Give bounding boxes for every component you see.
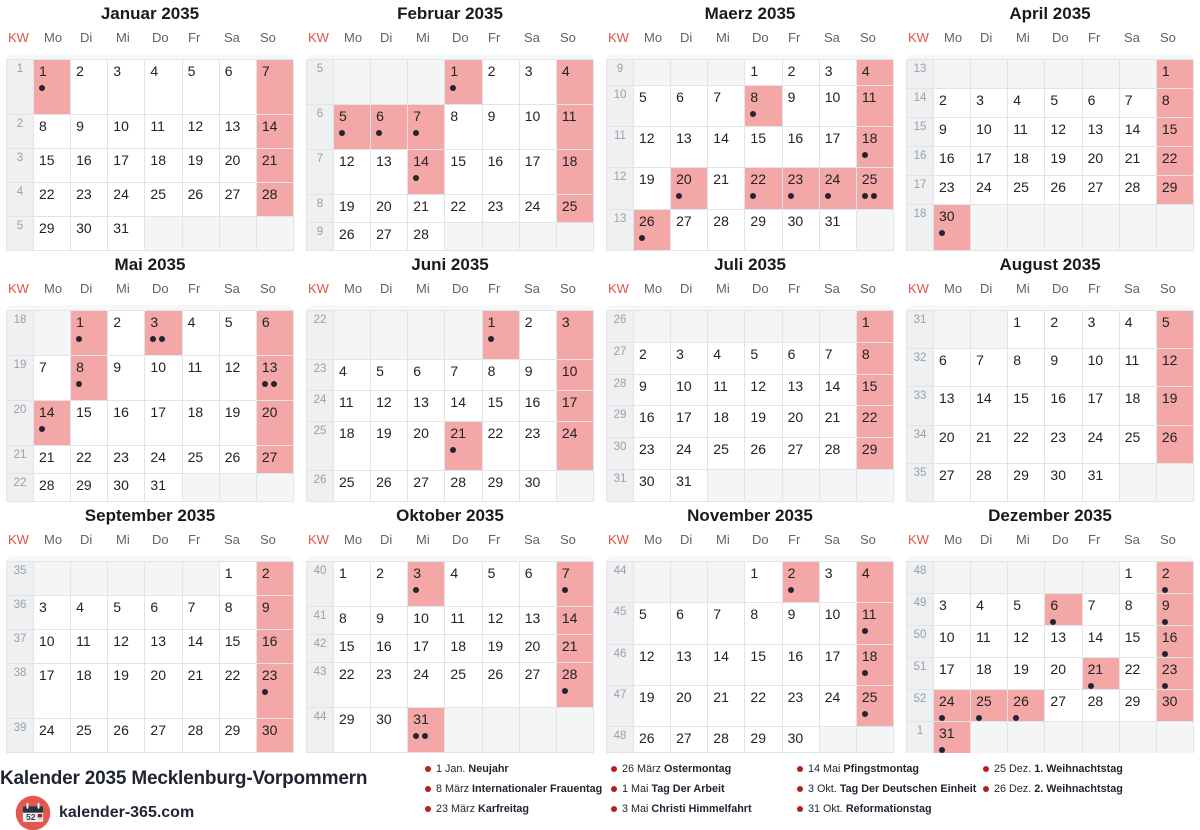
svg-text:52: 52 — [26, 812, 36, 822]
